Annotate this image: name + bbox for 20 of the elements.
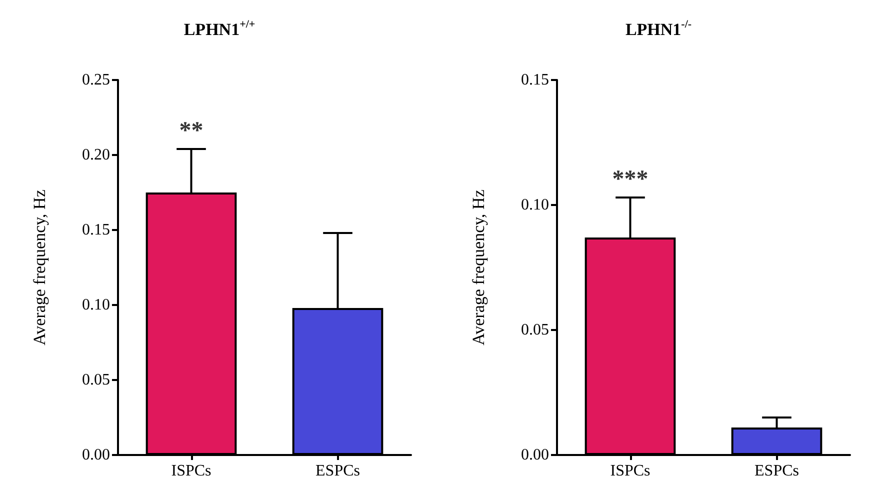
y-tick-label: 0.10	[521, 196, 549, 214]
y-tick-label: 0.05	[521, 322, 549, 338]
y-tick-label: 0.15	[82, 222, 110, 238]
y-tick-label: 0.25	[82, 72, 110, 88]
x-tick-label: ISPCs	[171, 462, 212, 480]
y-axis-title: Average frequency, Hz	[30, 189, 49, 346]
chart-title: LPHN1+/+	[184, 18, 256, 39]
x-tick-label: ESPCs	[316, 462, 360, 480]
y-tick-label: 0.00	[82, 446, 110, 464]
y-axis-title: Average frequency, Hz	[469, 189, 488, 346]
x-tick-label: ESPCs	[754, 462, 799, 480]
chart-title: LPHN1-/-	[625, 18, 692, 39]
y-tick-label: 0.00	[521, 446, 549, 464]
y-tick-label: 0.05	[82, 372, 110, 388]
y-tick-label: 0.15	[521, 72, 549, 88]
annotation: ***	[612, 166, 648, 192]
x-tick-label: ISPCs	[610, 462, 650, 480]
y-tick-label: 0.20	[82, 146, 110, 164]
annotation: **	[179, 118, 204, 144]
y-tick-label: 0.10	[82, 296, 110, 314]
